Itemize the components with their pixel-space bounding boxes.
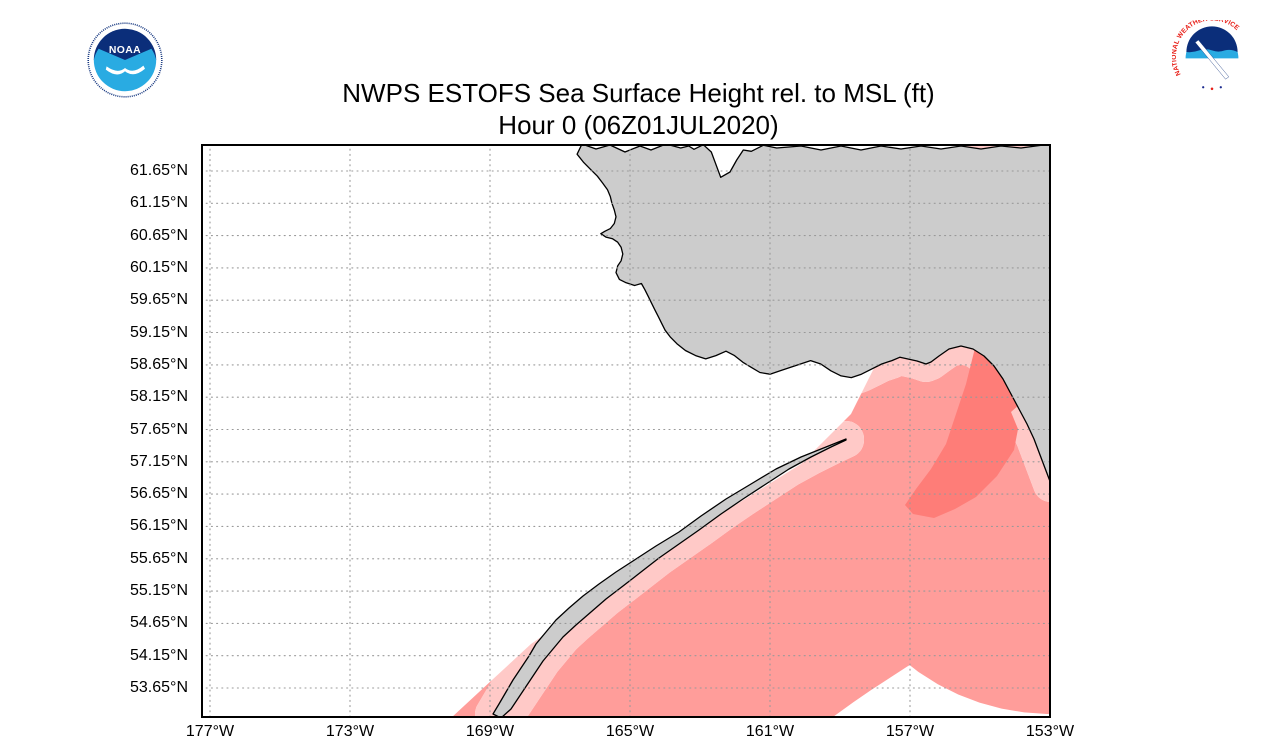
svg-text:NOAA: NOAA [109,45,141,56]
